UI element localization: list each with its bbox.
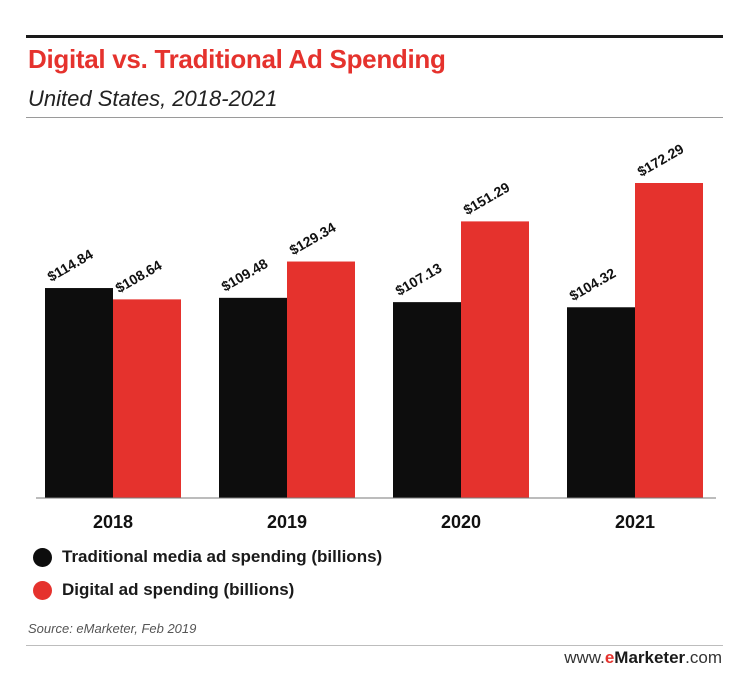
legend-label-digital: Digital ad spending (billions) (62, 580, 295, 599)
chart-title: Digital vs. Traditional Ad Spending (28, 44, 446, 74)
value-label-traditional-2018: $114.84 (45, 246, 96, 285)
brand-e: e (604, 648, 615, 667)
value-label-traditional-2021: $104.32 (567, 265, 619, 304)
bar-digital-2018 (113, 299, 181, 498)
bar-traditional-2020 (393, 302, 461, 498)
bar-traditional-2019 (219, 297, 287, 498)
top-rule (26, 35, 723, 38)
brand-name: Marketer (614, 648, 686, 667)
legend-label-traditional: Traditional media ad spending (billions) (62, 547, 383, 566)
value-label-digital-2020: $151.29 (461, 179, 513, 218)
source-note: Source: eMarketer, Feb 2019 (28, 621, 197, 636)
legend-swatch-traditional (33, 547, 52, 567)
bar-traditional-2021 (567, 307, 635, 498)
value-label-traditional-2020: $107.13 (393, 259, 445, 298)
bar-digital-2021 (635, 183, 703, 498)
x-tick-label-2019: 2019 (267, 512, 307, 532)
x-tick-label-2021: 2021 (615, 512, 655, 532)
legend-swatch-digital (33, 580, 52, 600)
chart-subtitle: United States, 2018-2021 (28, 86, 278, 111)
legend-item-traditional: Traditional media ad spending (billions) (33, 545, 382, 569)
value-label-digital-2018: $108.64 (113, 257, 165, 296)
bar-traditional-2018 (45, 288, 113, 498)
value-label-digital-2021: $172.29 (635, 140, 687, 179)
brand-suffix: .com (685, 648, 722, 667)
footer-rule (26, 645, 723, 646)
brand-prefix: www. (564, 648, 605, 667)
value-label-digital-2019: $129.34 (287, 219, 339, 258)
brand-url: www.eMarketer.com (564, 648, 722, 668)
x-tick-label-2020: 2020 (441, 512, 481, 532)
value-label-traditional-2019: $109.48 (219, 255, 271, 294)
bar-chart: $114.84 $108.64 2018 $109.48 $129.34 2019 $107… (36, 140, 716, 532)
bar-digital-2020 (461, 221, 529, 498)
legend-item-digital: Digital ad spending (billions) (33, 578, 294, 602)
subtitle-rule (26, 117, 723, 118)
x-tick-label-2018: 2018 (93, 512, 133, 532)
bar-digital-2019 (287, 261, 355, 498)
